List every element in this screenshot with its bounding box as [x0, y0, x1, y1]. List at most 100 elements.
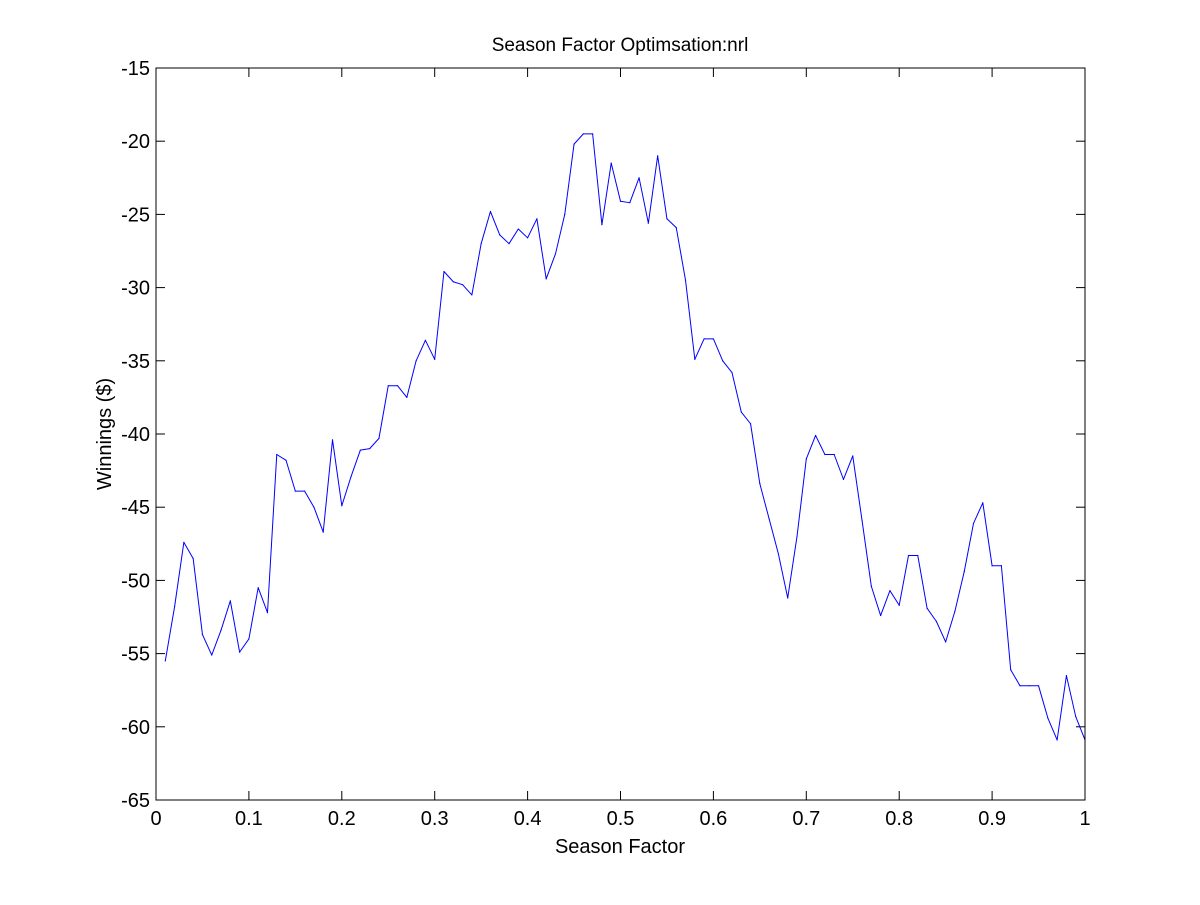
data-point: [592, 133, 594, 135]
chart-title: Season Factor Optimsation:nrl: [492, 35, 749, 56]
data-point: [963, 571, 965, 573]
data-point: [582, 133, 584, 135]
axes-frame: [155, 67, 1086, 801]
data-point: [220, 629, 222, 631]
data-point: [926, 607, 928, 609]
data-point: [471, 294, 473, 296]
data-point: [647, 222, 649, 224]
y-tick-label: -50: [121, 570, 150, 592]
data-point: [554, 253, 557, 255]
data-point: [304, 490, 306, 492]
data-point: [982, 502, 984, 504]
y-tick-label: -55: [121, 644, 150, 666]
x-tick-label: 0.9: [978, 808, 1006, 830]
data-point: [527, 237, 529, 239]
x-tick-label: 0.7: [792, 808, 820, 830]
data-point: [369, 448, 371, 450]
data-point: [917, 554, 919, 557]
y-tick-label: -40: [121, 424, 150, 446]
data-point: [536, 218, 538, 220]
data-point: [396, 385, 399, 387]
data-point: [1065, 674, 1068, 677]
data-point: [415, 360, 417, 362]
x-axis-label: Season Factor: [555, 836, 685, 858]
data-point: [266, 612, 269, 614]
y-tick-label: -60: [121, 717, 150, 739]
data-point: [499, 234, 501, 236]
data-point: [1037, 685, 1040, 687]
data-point: [703, 338, 705, 340]
data-point: [675, 226, 677, 229]
data-point: [461, 284, 464, 286]
data-point: [861, 519, 863, 521]
x-tick-label: 0: [150, 808, 161, 830]
data-point: [480, 243, 482, 245]
y-axis-label: Winnings ($): [94, 378, 116, 490]
data-point: [192, 557, 194, 560]
data-point: [629, 202, 631, 204]
data-point: [183, 541, 185, 543]
data-point: [694, 358, 696, 360]
data-point: [768, 518, 770, 520]
data-point: [573, 143, 575, 145]
data-point: [880, 614, 882, 617]
data-point: [1010, 669, 1012, 671]
data-point: [991, 565, 993, 567]
series-layer: [164, 133, 1086, 741]
x-tick-label: 0.3: [421, 808, 449, 830]
x-tick-label: 0.6: [699, 808, 727, 830]
y-tick-label: -25: [121, 204, 150, 226]
data-point: [378, 437, 380, 439]
data-point: [945, 641, 947, 643]
data-point: [619, 200, 622, 202]
y-tick-label: -45: [121, 497, 150, 519]
data-point: [972, 522, 975, 524]
data-point: [1028, 685, 1030, 687]
x-tick-label: 0.1: [235, 808, 263, 830]
data-point: [610, 162, 612, 164]
data-point: [489, 210, 492, 213]
data-point: [740, 411, 742, 413]
data-point: [201, 633, 204, 636]
data-point: [257, 587, 259, 589]
data-point: [164, 660, 166, 662]
data-point: [824, 453, 826, 456]
data-point: [889, 590, 891, 592]
data-point: [898, 604, 900, 606]
data-point: [545, 278, 547, 280]
plot-area: [156, 68, 1085, 800]
data-point: [796, 535, 798, 538]
series-line-0: [164, 133, 1086, 741]
data-point: [387, 385, 389, 387]
data-point: [248, 638, 250, 640]
data-point: [1075, 715, 1077, 718]
data-point: [666, 218, 668, 220]
data-point: [749, 423, 752, 425]
data-point: [517, 228, 519, 230]
data-point: [294, 490, 296, 492]
data-point: [331, 439, 334, 441]
data-point: [434, 358, 436, 360]
data-point: [313, 506, 315, 508]
data-point: [229, 600, 231, 602]
data-point: [452, 281, 454, 283]
data-point: [285, 459, 287, 461]
data-point: [173, 606, 176, 608]
y-tick-label: -20: [121, 131, 150, 153]
x-tick-label: 0.4: [514, 808, 542, 830]
data-point: [787, 597, 789, 599]
data-point: [712, 338, 715, 340]
data-point: [341, 505, 343, 507]
data-point: [935, 620, 937, 622]
y-tick-label: -30: [121, 278, 150, 300]
data-point: [852, 455, 854, 457]
x-tick-label: 0.8: [885, 808, 913, 830]
data-point: [359, 449, 361, 451]
y-tick-label: -65: [121, 790, 150, 812]
data-point: [424, 339, 427, 341]
data-point: [276, 453, 278, 456]
data-point: [657, 155, 659, 157]
data-point: [638, 177, 640, 179]
data-point: [443, 270, 445, 273]
